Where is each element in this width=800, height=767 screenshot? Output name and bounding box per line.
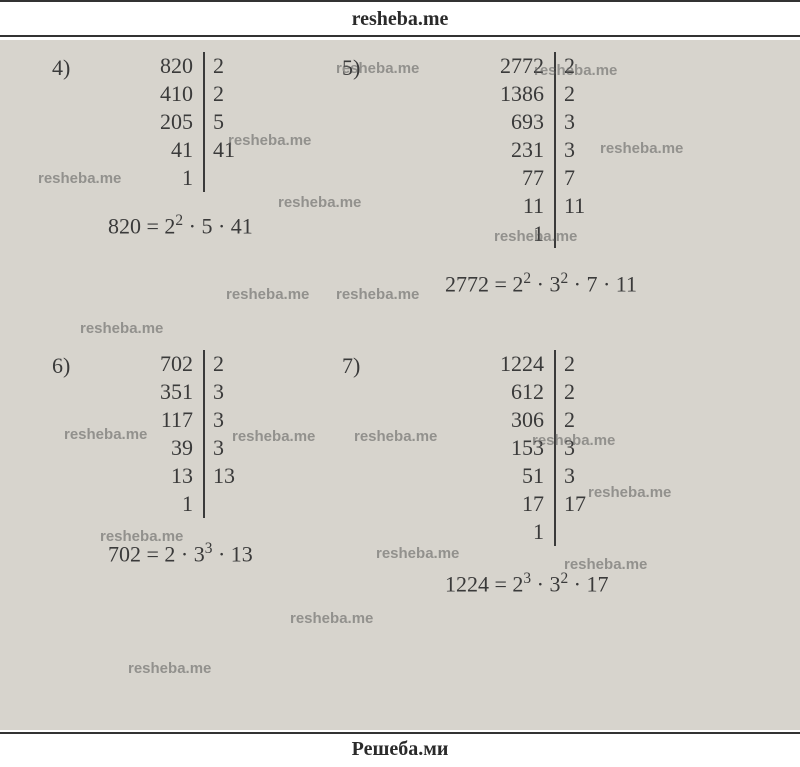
factor-cell: 2 (555, 80, 595, 108)
watermark: resheba.me (128, 660, 211, 677)
factor-cell: 5 (204, 108, 245, 136)
dividend-cell: 17 (490, 490, 555, 518)
dividend-cell: 153 (490, 434, 555, 462)
watermark: resheba.me (64, 426, 147, 443)
dividend-cell: 39 (150, 434, 204, 462)
factor-cell: 11 (555, 192, 595, 220)
dividend-cell: 351 (150, 378, 204, 406)
watermark: resheba.me (354, 428, 437, 445)
factor-cell (555, 518, 596, 546)
problem-label: 6) (52, 353, 70, 379)
factor-cell: 3 (555, 108, 595, 136)
factor-cell: 2 (555, 350, 596, 378)
problem-label: 7) (342, 353, 360, 379)
factorization-table: 1224261223062153351317171 (490, 350, 596, 546)
factor-cell (555, 220, 595, 248)
factorization-table: 82024102205541411 (150, 52, 245, 192)
factorization-result: 2772 = 22 · 32 · 7 · 11 (445, 270, 637, 297)
factorization-result: 702 = 2 · 33 · 13 (108, 540, 253, 567)
factor-cell: 2 (555, 378, 596, 406)
watermark: resheba.me (290, 610, 373, 627)
watermark: resheba.me (278, 194, 361, 211)
dividend-cell: 231 (490, 136, 555, 164)
dividend-cell: 11 (490, 192, 555, 220)
factorization-result: 820 = 22 · 5 · 41 (108, 212, 253, 239)
factor-cell: 2 (204, 52, 245, 80)
factor-cell: 13 (204, 462, 245, 490)
dividend-cell: 1 (150, 164, 204, 192)
factor-cell (204, 164, 245, 192)
watermark: resheba.me (600, 140, 683, 157)
dividend-cell: 410 (150, 80, 204, 108)
factor-cell: 3 (555, 462, 596, 490)
dividend-cell: 1224 (490, 350, 555, 378)
factor-cell: 3 (555, 136, 595, 164)
page-header: resheba.me (0, 2, 800, 35)
factor-cell: 3 (204, 378, 245, 406)
factor-cell: 2 (555, 406, 596, 434)
factorization-table: 27722138626933231377711111 (490, 52, 595, 248)
factor-cell: 2 (204, 350, 245, 378)
dividend-cell: 77 (490, 164, 555, 192)
dividend-cell: 693 (490, 108, 555, 136)
dividend-cell: 51 (490, 462, 555, 490)
factorization-result: 1224 = 23 · 32 · 17 (445, 570, 608, 597)
factor-cell: 17 (555, 490, 596, 518)
factor-cell: 3 (204, 434, 245, 462)
watermark: resheba.me (80, 320, 163, 337)
factor-cell: 7 (555, 164, 595, 192)
dividend-cell: 205 (150, 108, 204, 136)
watermark: resheba.me (376, 545, 459, 562)
factor-cell: 41 (204, 136, 245, 164)
dividend-cell: 612 (490, 378, 555, 406)
factorization-table: 70223513117339313131 (150, 350, 245, 518)
dividend-cell: 1 (150, 490, 204, 518)
watermark: resheba.me (38, 170, 121, 187)
dividend-cell: 41 (150, 136, 204, 164)
dividend-cell: 1 (490, 220, 555, 248)
factor-cell: 3 (204, 406, 245, 434)
dividend-cell: 306 (490, 406, 555, 434)
dividend-cell: 1386 (490, 80, 555, 108)
factor-cell: 3 (555, 434, 596, 462)
dividend-cell: 702 (150, 350, 204, 378)
dividend-cell: 1 (490, 518, 555, 546)
problem-label: 5) (342, 55, 360, 81)
factor-cell: 2 (555, 52, 595, 80)
page-footer: Решеба.ми (0, 732, 800, 767)
dividend-cell: 13 (150, 462, 204, 490)
watermark: resheba.me (588, 484, 671, 501)
factor-cell (204, 490, 245, 518)
watermark: resheba.me (226, 286, 309, 303)
factor-cell: 2 (204, 80, 245, 108)
content-area: 4)82024102205541411820 = 22 · 5 · 415)27… (0, 40, 800, 730)
dividend-cell: 820 (150, 52, 204, 80)
problem-label: 4) (52, 55, 70, 81)
watermark: resheba.me (336, 286, 419, 303)
dividend-cell: 2772 (490, 52, 555, 80)
dividend-cell: 117 (150, 406, 204, 434)
